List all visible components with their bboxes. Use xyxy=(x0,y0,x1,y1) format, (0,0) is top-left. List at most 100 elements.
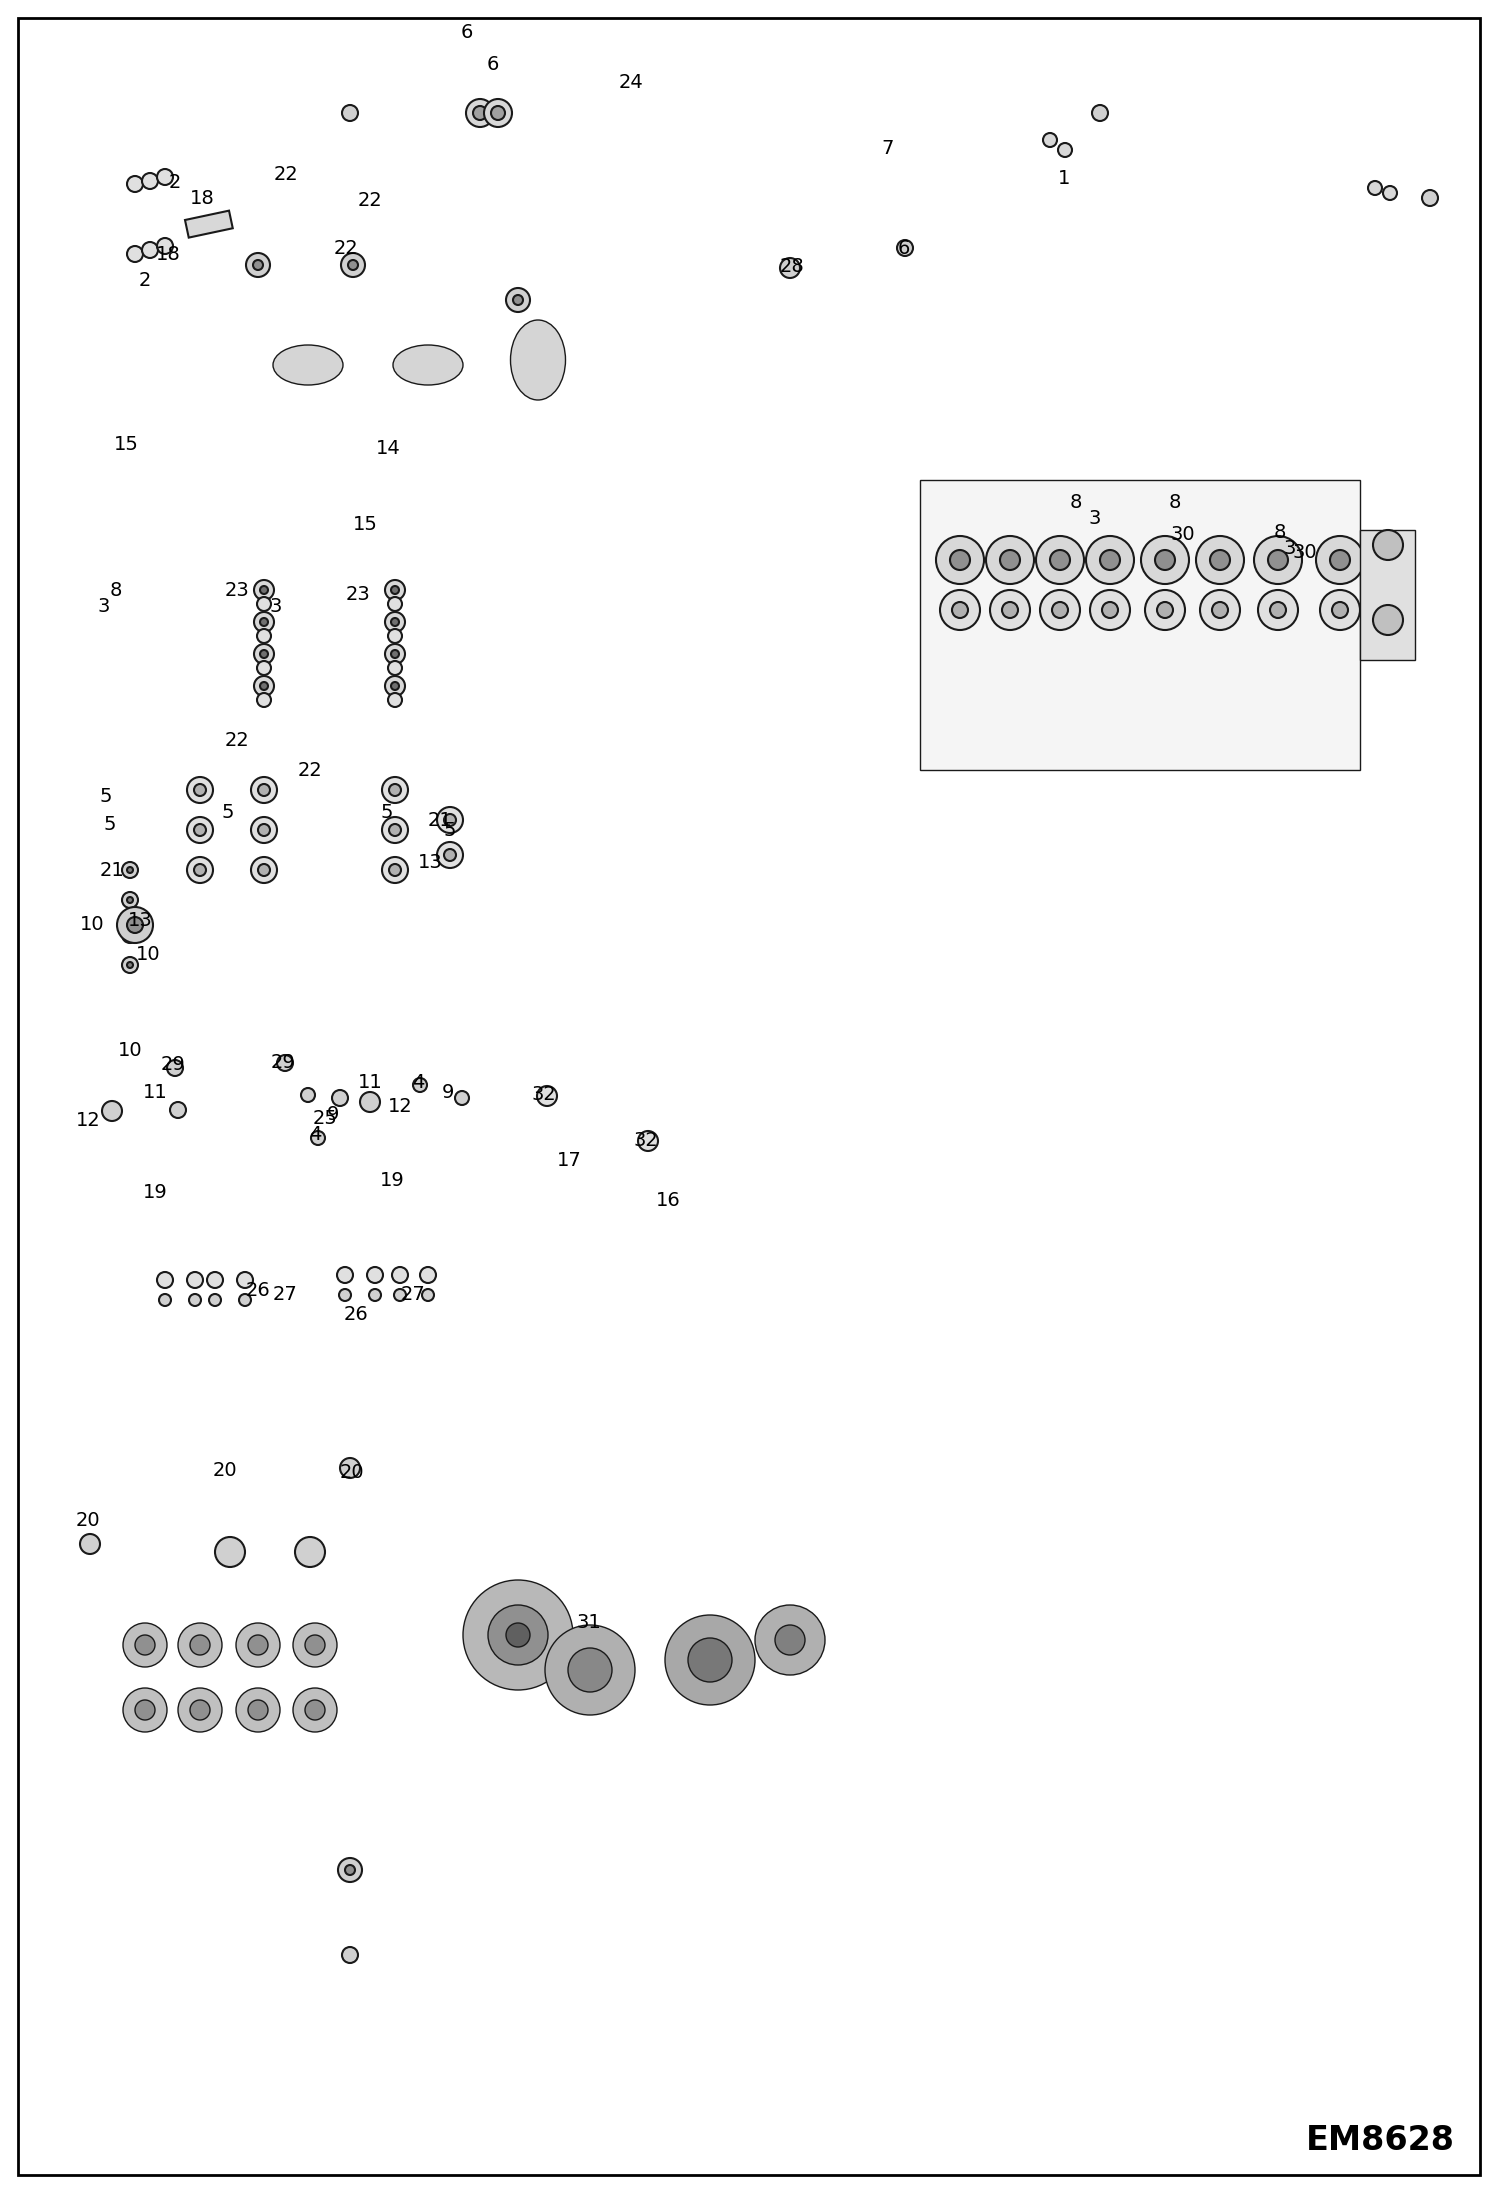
Circle shape xyxy=(135,1636,154,1656)
Text: 8: 8 xyxy=(1168,493,1182,513)
Circle shape xyxy=(169,1103,186,1118)
Bar xyxy=(920,480,1360,770)
Circle shape xyxy=(187,1272,204,1287)
Circle shape xyxy=(306,1700,325,1719)
Text: 29: 29 xyxy=(271,1053,295,1072)
Circle shape xyxy=(774,1625,804,1656)
Circle shape xyxy=(1040,590,1080,629)
Circle shape xyxy=(258,629,271,643)
FancyBboxPatch shape xyxy=(419,1553,656,1798)
Circle shape xyxy=(252,857,277,884)
Text: 9: 9 xyxy=(327,1105,339,1125)
Circle shape xyxy=(121,928,138,943)
Circle shape xyxy=(1254,535,1302,583)
Text: 23: 23 xyxy=(346,586,370,605)
Circle shape xyxy=(157,239,172,254)
Circle shape xyxy=(294,1689,337,1732)
Circle shape xyxy=(102,1101,121,1121)
Circle shape xyxy=(388,660,401,675)
Circle shape xyxy=(437,842,463,868)
Text: 3: 3 xyxy=(1089,509,1101,529)
Circle shape xyxy=(1270,603,1285,618)
Circle shape xyxy=(473,105,487,121)
Text: 19: 19 xyxy=(142,1184,168,1202)
Text: 8: 8 xyxy=(1273,524,1287,542)
Text: 5: 5 xyxy=(443,820,457,840)
Circle shape xyxy=(258,785,270,796)
Circle shape xyxy=(1258,590,1297,629)
Circle shape xyxy=(187,776,213,803)
Circle shape xyxy=(506,1623,530,1647)
Circle shape xyxy=(568,1647,613,1693)
Circle shape xyxy=(255,675,274,695)
Circle shape xyxy=(1422,191,1438,206)
Circle shape xyxy=(342,105,358,121)
Text: 6: 6 xyxy=(487,55,499,75)
Circle shape xyxy=(941,590,980,629)
Circle shape xyxy=(986,535,1034,583)
Text: 11: 11 xyxy=(142,1083,168,1103)
Polygon shape xyxy=(105,886,184,965)
Text: 18: 18 xyxy=(190,189,214,208)
Circle shape xyxy=(258,693,271,706)
Circle shape xyxy=(339,1857,363,1882)
Circle shape xyxy=(413,1079,427,1092)
Circle shape xyxy=(392,1268,407,1283)
Text: 29: 29 xyxy=(160,1055,186,1075)
Circle shape xyxy=(1195,535,1243,583)
Text: 26: 26 xyxy=(246,1281,270,1300)
Circle shape xyxy=(258,825,270,836)
Text: 8: 8 xyxy=(109,581,123,599)
Text: 21: 21 xyxy=(427,811,452,829)
Polygon shape xyxy=(321,1158,430,1215)
Circle shape xyxy=(127,917,142,932)
Text: 11: 11 xyxy=(358,1075,382,1092)
Text: 17: 17 xyxy=(557,1151,581,1169)
Ellipse shape xyxy=(392,344,463,386)
Circle shape xyxy=(1144,590,1185,629)
Circle shape xyxy=(253,261,264,270)
Circle shape xyxy=(121,862,138,877)
Circle shape xyxy=(255,579,274,601)
Circle shape xyxy=(333,1090,348,1105)
Circle shape xyxy=(638,1132,658,1151)
Circle shape xyxy=(1374,531,1404,559)
Text: 23: 23 xyxy=(225,581,249,599)
Text: 22: 22 xyxy=(298,761,322,779)
Circle shape xyxy=(258,596,271,612)
Circle shape xyxy=(936,535,984,583)
Circle shape xyxy=(1330,550,1350,570)
Circle shape xyxy=(394,1289,406,1300)
Ellipse shape xyxy=(511,320,566,399)
Text: 24: 24 xyxy=(619,72,643,92)
Circle shape xyxy=(342,1947,358,1963)
Circle shape xyxy=(665,1614,755,1704)
Circle shape xyxy=(339,1289,351,1300)
Text: 27: 27 xyxy=(400,1285,425,1305)
Circle shape xyxy=(688,1638,733,1682)
Circle shape xyxy=(117,908,153,943)
Circle shape xyxy=(385,675,404,695)
Circle shape xyxy=(391,649,398,658)
Polygon shape xyxy=(178,1480,430,1539)
Circle shape xyxy=(261,682,268,691)
Circle shape xyxy=(391,586,398,594)
Text: EM8628: EM8628 xyxy=(1305,2123,1455,2156)
Circle shape xyxy=(1383,186,1398,200)
Text: 6: 6 xyxy=(461,22,473,42)
Circle shape xyxy=(195,825,207,836)
Text: 20: 20 xyxy=(76,1511,100,1529)
Circle shape xyxy=(261,586,268,594)
Text: 5: 5 xyxy=(222,803,234,822)
Text: 22: 22 xyxy=(358,191,382,211)
Circle shape xyxy=(121,893,138,908)
Circle shape xyxy=(190,1636,210,1656)
Text: 5: 5 xyxy=(380,803,394,822)
Polygon shape xyxy=(295,1796,449,1851)
Circle shape xyxy=(237,1272,253,1287)
Circle shape xyxy=(157,169,172,184)
Circle shape xyxy=(249,1700,268,1719)
Circle shape xyxy=(345,1864,355,1875)
Circle shape xyxy=(79,1533,100,1555)
Text: 20: 20 xyxy=(340,1463,364,1482)
